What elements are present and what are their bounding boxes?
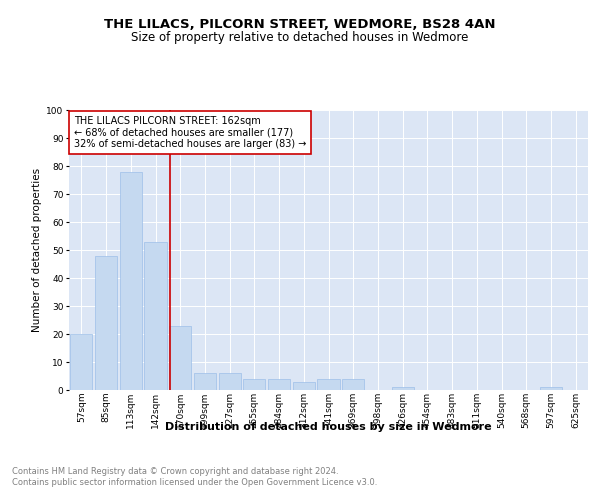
Text: Size of property relative to detached houses in Wedmore: Size of property relative to detached ho… [131, 31, 469, 44]
Text: THE LILACS, PILCORN STREET, WEDMORE, BS28 4AN: THE LILACS, PILCORN STREET, WEDMORE, BS2… [104, 18, 496, 30]
Text: Distribution of detached houses by size in Wedmore: Distribution of detached houses by size … [166, 422, 492, 432]
Bar [95, 256, 117, 390]
Bar [392, 387, 414, 390]
Y-axis label: Number of detached properties: Number of detached properties [32, 168, 42, 332]
Text: Contains HM Land Registry data © Crown copyright and database right 2024.
Contai: Contains HM Land Registry data © Crown c… [12, 468, 377, 487]
Bar [119, 172, 142, 390]
Bar [145, 242, 167, 390]
Bar [342, 379, 364, 390]
Bar [317, 379, 340, 390]
Text: THE LILACS PILCORN STREET: 162sqm
← 68% of detached houses are smaller (177)
32%: THE LILACS PILCORN STREET: 162sqm ← 68% … [74, 116, 307, 149]
Bar [169, 326, 191, 390]
Bar [243, 379, 265, 390]
Bar [70, 334, 92, 390]
Bar [540, 387, 562, 390]
Bar [268, 379, 290, 390]
Bar [293, 382, 315, 390]
Bar [218, 373, 241, 390]
Bar [194, 373, 216, 390]
